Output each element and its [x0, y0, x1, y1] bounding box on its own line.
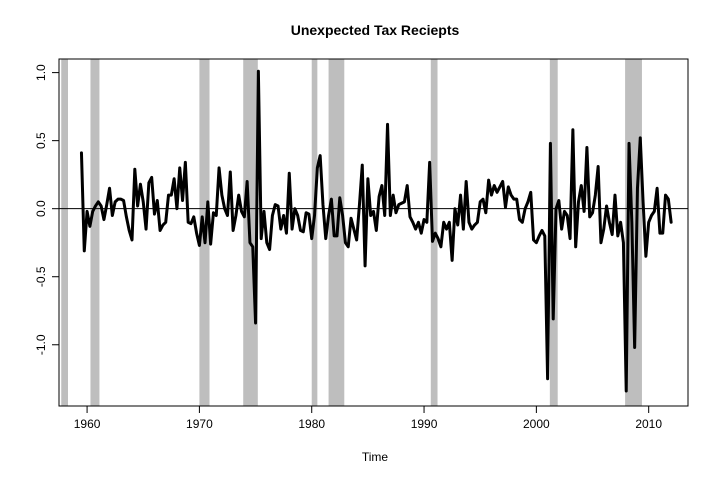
x-tick-label-2000: 2000: [523, 417, 550, 431]
chart-title: Unexpected Tax Reciepts: [291, 22, 460, 38]
recession-band-4: [311, 59, 318, 406]
series-line: [79, 69, 673, 393]
x-tick-label-1980: 1980: [298, 417, 325, 431]
y-tick-label-1: 0.5: [34, 132, 48, 149]
recession-band-0: [61, 59, 68, 406]
x-tick-label-2010: 2010: [635, 417, 662, 431]
x-axis: 1960 1970 1980 1990 2000 2010: [74, 406, 662, 431]
recession-band-1: [90, 59, 100, 406]
x-tick-label-1990: 1990: [411, 417, 438, 431]
y-tick-label-2: 0.0: [34, 200, 48, 217]
plot-frame: [58, 58, 689, 407]
y-axis: 1.0 0.5 0.0 -0.5 -1.0: [34, 64, 59, 355]
recession-band-7: [549, 59, 558, 406]
x-tick-label-1970: 1970: [186, 417, 213, 431]
x-axis-label: Time: [362, 450, 389, 464]
y-tick-label-0: 1.0: [34, 64, 48, 81]
y-tick-label-3: -0.5: [34, 266, 48, 287]
y-tick-label-4: -1.0: [34, 334, 48, 355]
x-tick-label-1960: 1960: [74, 417, 101, 431]
